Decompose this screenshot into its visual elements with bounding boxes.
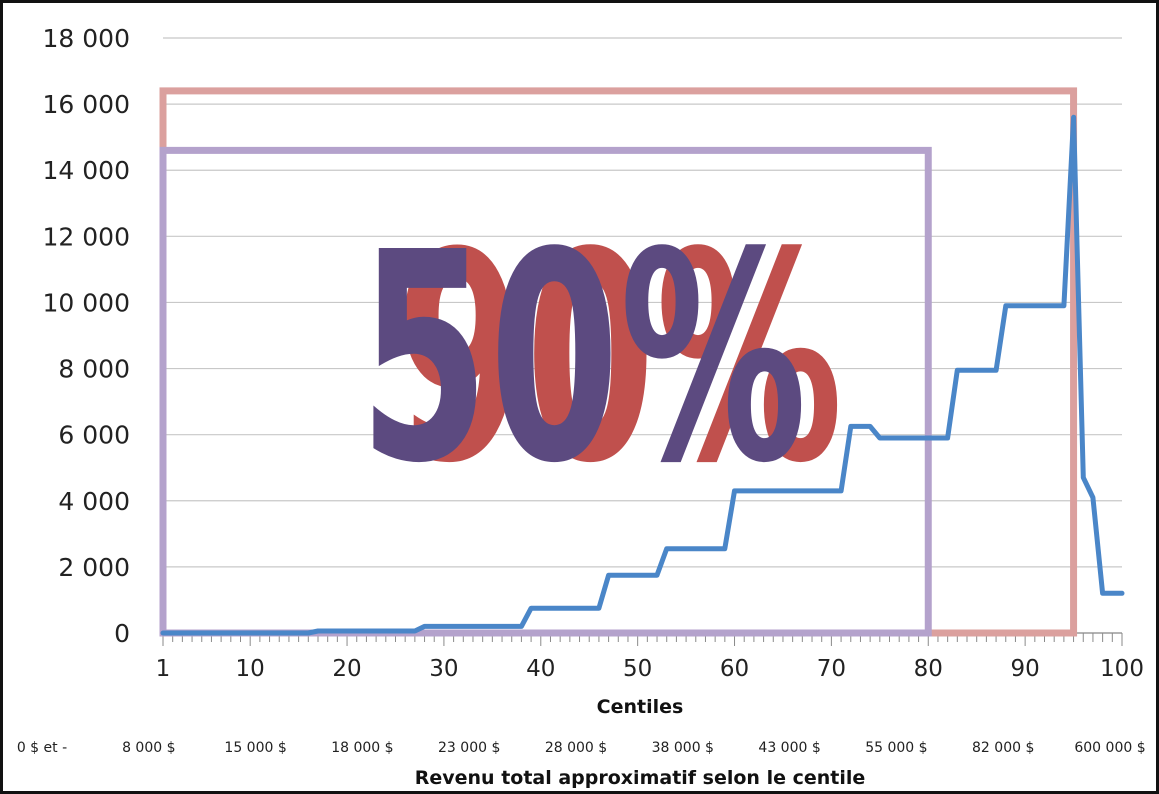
x-tick-label: 20: [332, 656, 361, 682]
highlight-box: [159, 146, 932, 637]
y-tick-label: 2 000: [58, 553, 130, 582]
y-tick-label: 8 000: [58, 355, 130, 384]
x-tick-label: 60: [720, 656, 749, 682]
income-label: 55 000 $: [865, 740, 927, 756]
secondary-x-axis-title: Revenu total approximatif selon le centi…: [415, 767, 866, 789]
income-label: 18 000 $: [331, 740, 393, 756]
y-tick-label: 14 000: [43, 156, 130, 185]
x-tick-label: 50: [623, 656, 652, 682]
highlight-boxes: [159, 87, 1078, 637]
income-label: 43 000 $: [758, 740, 820, 756]
income-label: 15 000 $: [224, 740, 286, 756]
y-tick-label: 4 000: [58, 487, 130, 516]
income-label: 600 000 $: [1074, 740, 1145, 756]
x-tick-label: 30: [429, 656, 458, 682]
income-labels: 0 $ et - 8 000 $ 15 000 $ 18 000 $ 23 000 $ 2…: [17, 740, 1146, 756]
x-tick-label: 70: [817, 656, 846, 682]
x-tick-label: 90: [1010, 656, 1039, 682]
y-tick-label: 0: [114, 619, 130, 648]
y-axis-ticks: 0 2 000 4 000 6 000 8 000 10 000 12 000 14 000 1…: [43, 24, 130, 648]
x-tick-label: 10: [236, 656, 265, 682]
x-tick-label: 100: [1100, 656, 1144, 682]
x-axis-ticks: 1 10 20 30 40 50 60 70 80 90 100: [156, 656, 1144, 682]
big-percent-label: 50%: [359, 192, 807, 526]
y-tick-label: 18 000: [43, 24, 130, 53]
data-series-line: [160, 114, 1125, 636]
income-label: 38 000 $: [652, 740, 714, 756]
big-percent-labels: 90%50%: [359, 192, 843, 526]
y-tick-label: 10 000: [43, 288, 130, 317]
x-tick-label: 1: [156, 656, 171, 682]
grid-lines: [163, 37, 1122, 568]
x-axis-title: Centiles: [597, 696, 684, 718]
income-label: 0 $ et -: [17, 740, 67, 756]
income-label: 8 000 $: [122, 740, 175, 756]
x-tick-label: 40: [526, 656, 555, 682]
income-label: 28 000 $: [545, 740, 607, 756]
income-label: 82 000 $: [972, 740, 1034, 756]
x-tick-label: 80: [914, 656, 943, 682]
series-line: [160, 114, 1125, 636]
y-tick-label: 6 000: [58, 421, 130, 450]
y-tick-label: 12 000: [43, 222, 130, 251]
big-percent-label: 90%: [395, 192, 843, 526]
income-label: 23 000 $: [438, 740, 500, 756]
y-tick-label: 16 000: [43, 90, 130, 119]
